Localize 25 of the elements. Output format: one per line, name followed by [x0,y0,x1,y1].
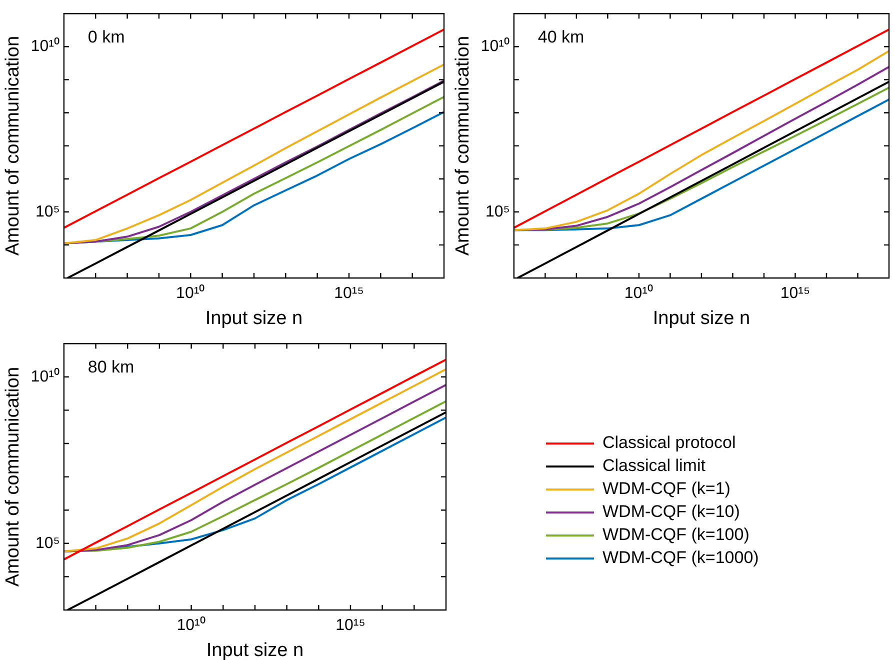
annotation: 40 km [538,27,584,46]
x-axis-title: Input size n [652,308,750,329]
x-tick-label: 10¹⁵ [780,285,810,302]
y-axis-title: Amount of communication [452,36,474,256]
legend-label: WDM-CQF (k=100) [602,525,750,544]
x-tick-label: 10¹⁵ [334,285,364,302]
annotation: 0 km [88,27,125,46]
x-axis-title: Input size n [206,640,304,661]
legend-label: Classical limit [602,456,706,476]
x-tick-label: 10¹⁰ [176,284,206,302]
x-tick-label: 10¹⁵ [336,617,366,634]
y-axis-title: Amount of communication [2,36,24,256]
y-tick-label: 10¹⁰ [30,37,60,56]
annotation: 80 km [88,357,134,376]
legend-label: WDM-CQF (k=1000) [602,548,759,568]
y-tick-label: 10⁵ [35,203,60,220]
legend-label: WDM-CQF (k=1) [602,479,730,498]
x-axis-title: Input size n [205,308,303,329]
y-tick-label: 10¹⁰ [30,367,60,386]
y-tick-label: 10⁵ [35,534,60,552]
legend-label: Classical protocol [602,433,736,452]
x-tick-label: 10¹⁰ [624,284,654,302]
y-tick-label: 10⁵ [485,203,510,220]
y-axis-title: Amount of communication [2,366,24,587]
legend-label: WDM-CQF (k=10) [602,502,740,522]
